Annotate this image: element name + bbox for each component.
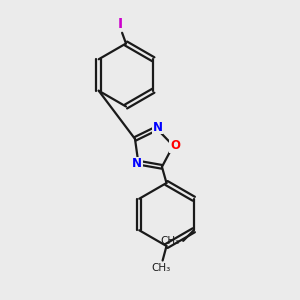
Text: O: O — [170, 139, 180, 152]
Text: N: N — [132, 158, 142, 170]
Text: I: I — [118, 17, 123, 31]
Text: N: N — [153, 121, 163, 134]
Text: CH₃: CH₃ — [152, 263, 171, 273]
Text: CH₃: CH₃ — [160, 236, 180, 247]
